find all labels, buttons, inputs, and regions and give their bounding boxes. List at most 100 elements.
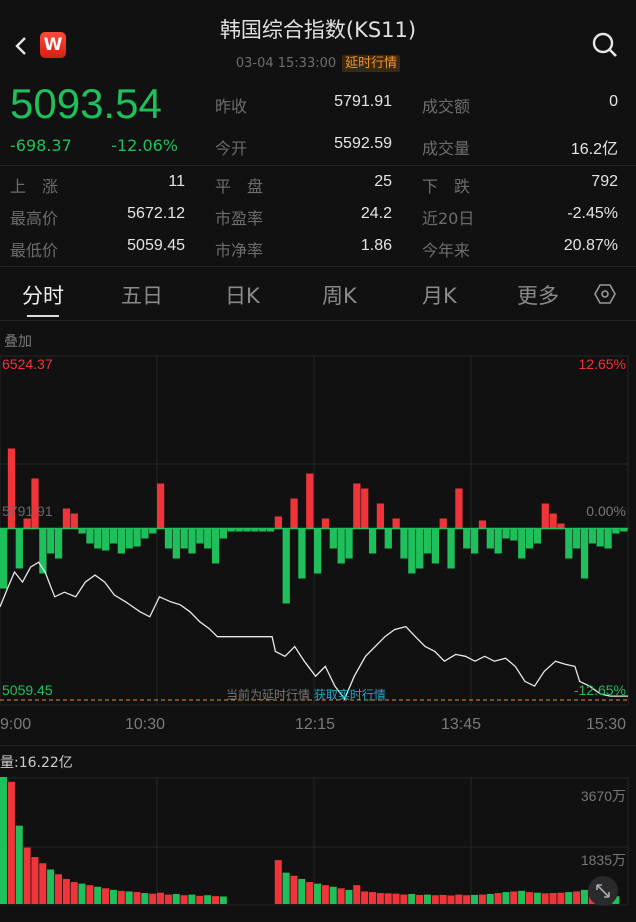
tab-five-day[interactable]: 五日	[121, 284, 163, 308]
volume-bar	[86, 885, 94, 904]
volume-bar	[447, 895, 455, 904]
volume-tick-mid: 1835万	[580, 852, 626, 868]
volume-bar	[157, 892, 165, 904]
volume-bar	[439, 894, 447, 904]
histogram-bar	[259, 528, 267, 532]
histogram-bar	[274, 516, 282, 529]
stat-value: 5791.91	[334, 93, 392, 110]
volume-bar	[580, 889, 588, 904]
volume-bar	[486, 893, 494, 904]
histogram-bar	[47, 528, 55, 554]
volume-bar	[7, 781, 15, 904]
volume-bar	[298, 878, 306, 904]
volume-bar	[196, 895, 204, 904]
histogram-bar	[133, 528, 141, 547]
histogram-bar	[416, 528, 424, 569]
volume-bar	[125, 891, 133, 904]
intraday-chart[interactable]	[0, 355, 636, 707]
price-change-pct: -12.06%	[111, 136, 178, 155]
histogram-bar	[314, 528, 322, 574]
histogram-bar	[455, 488, 463, 529]
histogram-bar	[541, 503, 549, 529]
volume-bar	[463, 895, 471, 904]
volume-bar	[117, 890, 125, 904]
histogram-bar	[471, 528, 479, 554]
histogram-bar	[0, 528, 8, 589]
histogram-bar	[78, 528, 86, 534]
stat-value: -2.45%	[567, 205, 618, 222]
tab-daily-k[interactable]: 日K	[225, 284, 260, 308]
histogram-bar	[282, 528, 290, 604]
realtime-quote-link[interactable]: 获取实时行情	[313, 688, 386, 702]
expand-chart-button[interactable]	[588, 876, 618, 906]
volume-bar	[494, 893, 502, 904]
tab-monthly-k[interactable]: 月K	[422, 284, 457, 308]
histogram-bar	[7, 448, 16, 529]
histogram-bar	[235, 528, 243, 532]
hexagon-settings-icon[interactable]	[594, 283, 616, 305]
y-min-label: 5059.45	[2, 682, 53, 698]
pct-max-label: 12.65%	[578, 356, 626, 372]
volume-bar	[557, 892, 565, 904]
volume-bar	[423, 894, 431, 904]
volume-bar	[455, 894, 463, 904]
delay-notice-text: 当前为延时行情	[226, 688, 311, 702]
volume-bar	[565, 892, 573, 904]
histogram-bar	[164, 528, 173, 549]
histogram-bar	[211, 528, 220, 564]
tab-more[interactable]: 更多	[517, 284, 559, 308]
back-chevron-icon[interactable]	[12, 35, 30, 57]
x-tick-label: 13:45	[441, 716, 482, 733]
histogram-bar	[580, 528, 589, 579]
histogram-bar	[604, 528, 612, 549]
volume-bar	[416, 894, 424, 904]
histogram-bar	[447, 528, 455, 569]
tab-weekly-k[interactable]: 周K	[322, 284, 357, 308]
histogram-bar	[368, 528, 377, 554]
histogram-bar	[149, 528, 157, 534]
stat-value: 5672.12	[127, 205, 185, 222]
overlay-button[interactable]: 叠加	[4, 334, 32, 350]
histogram-bar	[620, 528, 628, 532]
volume-bar	[164, 894, 172, 904]
volume-bar	[510, 891, 518, 904]
app-logo: W	[40, 32, 66, 58]
volume-bar	[219, 896, 227, 904]
histogram-bar	[54, 528, 63, 559]
histogram-bar	[31, 478, 39, 529]
price-change: -698.37	[10, 136, 72, 155]
volume-bar	[321, 885, 329, 904]
volume-chart[interactable]	[0, 777, 636, 910]
histogram-bar	[102, 528, 110, 551]
stat-label: 最高价	[10, 209, 59, 228]
volume-bar	[376, 893, 384, 904]
stat-label: 成交量	[422, 139, 471, 158]
volume-bar	[211, 896, 219, 904]
histogram-bar	[431, 528, 439, 564]
tab-intraday[interactable]: 分时	[22, 284, 64, 308]
histogram-bar	[565, 528, 573, 559]
histogram-bar	[525, 528, 534, 549]
histogram-bar	[86, 528, 94, 544]
volume-bar	[109, 889, 117, 904]
current-price: 5093.54	[10, 80, 162, 127]
stat-label: 昨收	[215, 97, 248, 116]
stat-value: 792	[591, 173, 618, 190]
expand-arrows-icon	[596, 884, 610, 898]
x-tick-label: 12:15	[295, 716, 336, 733]
histogram-bar	[423, 528, 432, 554]
histogram-bar	[172, 528, 180, 559]
volume-bar	[70, 882, 78, 904]
stat-value: 5592.59	[334, 135, 392, 152]
volume-bar	[0, 777, 8, 904]
volume-bar	[78, 883, 86, 904]
pct-min-label: -12.65%	[573, 682, 626, 698]
search-icon[interactable]	[591, 31, 619, 59]
histogram-bar	[502, 528, 510, 539]
volume-bar	[533, 892, 541, 904]
divider	[0, 266, 636, 267]
stat-value: 20.87%	[563, 237, 618, 254]
histogram-bar	[180, 528, 188, 549]
y-max-label: 6524.37	[2, 356, 53, 372]
volume-total: 量:16.22亿	[0, 755, 73, 771]
